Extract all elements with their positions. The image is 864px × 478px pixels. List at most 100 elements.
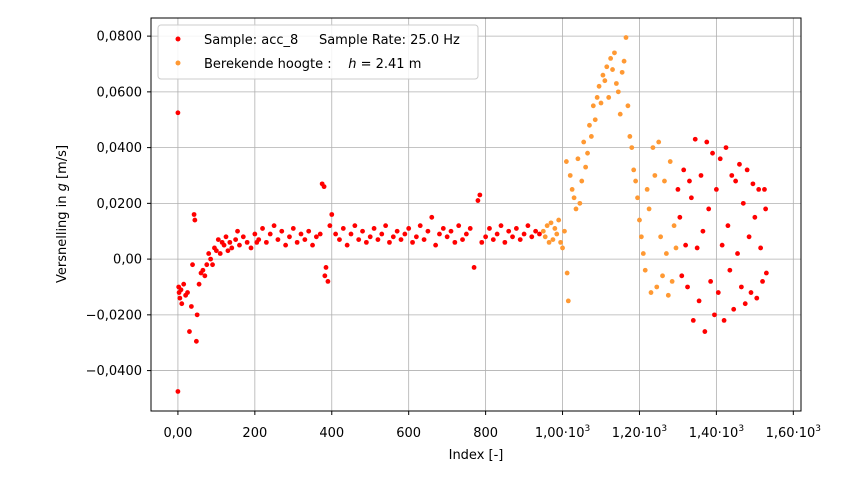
data-point [323,265,329,270]
data-point [625,103,631,109]
data-point [660,273,665,279]
data-point [517,237,523,242]
data-point [477,192,483,198]
x-tick-label-exponent: 3 [584,424,590,434]
x-tick-label-exponent: 3 [661,424,667,434]
data-point [190,262,195,268]
data-point [444,234,450,240]
data-point [460,237,465,242]
data-point [322,273,328,279]
data-point [260,226,265,231]
data-point [615,89,621,95]
data-point [379,231,385,237]
data-point [737,161,742,167]
legend-entry-text: h [348,57,356,72]
data-point [327,223,333,229]
data-point [363,239,369,245]
legend-entry-text: = 2.41 m [356,57,421,72]
data-point [306,228,312,234]
data-point [627,134,633,139]
data-point [210,262,215,268]
data-point [398,237,404,242]
data-point [187,329,192,334]
data-point [673,245,679,251]
data-point [502,239,508,245]
data-point [590,103,596,109]
y-tick-label: 0,0800 [97,30,143,45]
data-point [708,278,714,284]
data-point [283,242,289,248]
data-point [640,251,646,256]
data-point [215,237,221,242]
data-point [567,173,573,178]
data-point [356,237,362,242]
data-point [642,267,648,273]
legend-entry: Sample: acc_8 Sample Rate: 25.0 Hz [204,33,460,48]
y-tick-label: 0,0400 [97,141,143,156]
legend-marker [175,36,181,42]
data-point [193,338,199,344]
data-point [506,228,512,234]
data-point [596,83,602,89]
data-point [267,231,273,237]
data-point [402,231,408,237]
data-point [560,245,565,251]
data-point [563,159,569,164]
y-tick-label: 0,0600 [97,85,143,100]
data-point [537,231,542,237]
data-point [337,237,342,242]
data-point [735,251,740,256]
data-point [654,284,660,290]
data-point [754,295,760,301]
data-point [487,226,492,231]
data-point [619,69,625,75]
data-point [546,239,552,245]
data-point [191,212,197,217]
data-point [681,167,687,173]
data-point [298,231,304,237]
data-point [648,290,654,295]
data-point [344,242,350,248]
y-tick-label: 0,0200 [97,197,143,212]
data-point [662,178,667,184]
data-point [421,237,427,242]
data-point [675,187,681,192]
data-point [742,301,748,307]
x-tick-label: 0,00 [163,426,192,441]
data-point [217,251,223,256]
x-tick-label-part: 1,60·10 [766,426,816,441]
data-point [696,298,702,304]
data-point [663,251,669,256]
data-point [383,223,389,229]
data-point [756,187,762,192]
data-point [225,248,231,254]
data-point [683,242,689,248]
data-point [240,234,246,240]
data-point [604,64,610,70]
data-point [540,228,546,234]
data-point [750,181,756,187]
data-point [440,226,446,231]
data-point [375,237,381,242]
data-point [317,231,323,237]
data-point [667,159,673,164]
legend-entry-text: Sample: acc_8 Sample Rate: 25.0 Hz [204,33,460,48]
data-point [738,284,744,290]
data-point [685,284,690,290]
data-point [760,278,765,284]
data-point [290,226,296,231]
data-point [348,231,354,237]
data-point [475,198,481,203]
data-point [310,242,315,248]
data-point [196,281,202,287]
data-point [556,217,562,223]
data-point [521,231,527,237]
data-point [394,228,400,234]
data-point [571,195,577,201]
x-tick-label-exponent: 3 [738,424,744,434]
data-point [613,81,619,86]
data-point [213,248,219,254]
data-point [452,239,458,245]
data-point [588,134,594,139]
data-point [194,312,200,318]
